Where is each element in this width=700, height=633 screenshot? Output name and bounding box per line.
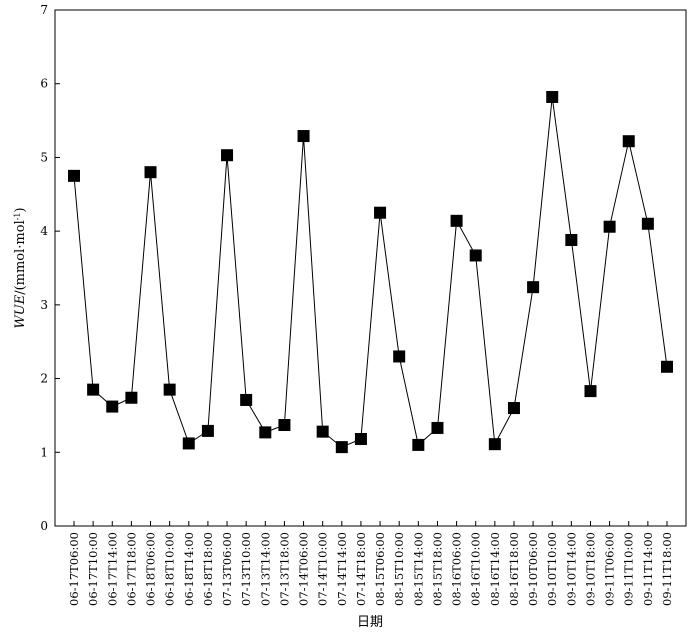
y-tick-label: 0: [40, 519, 48, 533]
x-tick-label: 07-13T14:00: [258, 532, 272, 606]
x-tick-label: 06-18T10:00: [163, 532, 177, 606]
y-axis: 0 1 2 3 4 5 6 7: [40, 3, 60, 533]
x-tick-label: 07-14T06:00: [297, 532, 311, 606]
x-tick-label: 07-13T10:00: [239, 532, 253, 606]
y-tick-label: 7: [40, 3, 48, 17]
y-axis-title-variable: WUE: [13, 294, 28, 328]
x-tick-label: 08-15T06:00: [373, 532, 387, 606]
data-point: [68, 169, 80, 182]
x-tick-label: 06-17T06:00: [67, 532, 81, 606]
x-tick-label: 09-10T10:00: [545, 532, 559, 606]
y-tick-label: 6: [40, 77, 48, 91]
data-point: [354, 433, 367, 446]
data-point: [259, 426, 272, 439]
data-point: [144, 166, 157, 179]
x-axis-title: 日期: [357, 615, 383, 630]
data-point: [469, 249, 482, 262]
x-tick-label: 06-18T14:00: [182, 532, 196, 606]
x-tick-label: 08-16T10:00: [469, 532, 483, 606]
x-axis: 06-17T06:00 06-17T10:00 06-17T14:00 06-17T1…: [67, 521, 674, 606]
data-point: [488, 438, 501, 451]
data-point: [316, 425, 329, 438]
data-point: [412, 438, 425, 451]
y-axis-title-unit: /(mmol·mol: [13, 220, 28, 295]
data-point: [335, 441, 348, 454]
x-tick-label: 06-17T14:00: [105, 532, 119, 606]
x-tick-label: 09-10T14:00: [564, 532, 578, 606]
data-point: [278, 419, 291, 432]
y-tick-label: 1: [40, 445, 48, 459]
x-tick-label: 08-16T14:00: [488, 532, 502, 606]
x-tick-label: 08-16T18:00: [507, 532, 521, 606]
data-point: [374, 206, 387, 219]
data-point: [527, 281, 540, 294]
x-tick-label: 07-14T10:00: [316, 532, 330, 606]
x-tick-label: 07-14T18:00: [354, 532, 368, 606]
x-tick-label: 07-13T06:00: [220, 532, 234, 606]
x-tick-label: 09-11T10:00: [622, 532, 636, 606]
plot-frame: [54, 9, 687, 527]
x-tick-label: 09-10T06:00: [526, 532, 540, 606]
data-point: [661, 360, 673, 373]
data-point: [450, 214, 463, 227]
series-line: [73, 96, 668, 448]
data-point: [546, 90, 559, 103]
x-tick-label: 06-17T10:00: [86, 532, 100, 606]
y-axis-title: WUE/(mmol·mol-1): [13, 207, 29, 328]
x-tick-label: 09-11T06:00: [603, 532, 617, 606]
y-tick-label: 5: [40, 150, 48, 164]
data-point: [221, 149, 234, 162]
data-point: [603, 220, 616, 233]
data-point: [125, 391, 138, 404]
data-point: [641, 217, 654, 230]
data-point: [622, 135, 635, 148]
data-point: [584, 385, 597, 398]
x-tick-label: 06-18T06:00: [144, 532, 158, 606]
y-axis-title-exponent: -1: [13, 212, 22, 220]
data-point: [393, 350, 406, 363]
y-axis-title-unit-close: ): [13, 207, 28, 212]
x-tick-label: 08-15T10:00: [392, 532, 406, 606]
data-point: [182, 437, 195, 450]
data-point: [297, 130, 310, 143]
x-tick-label: 09-11T14:00: [641, 532, 655, 606]
x-tick-label: 06-18T18:00: [201, 532, 215, 606]
data-point: [106, 400, 119, 413]
data-markers: [68, 90, 673, 454]
data-point: [240, 393, 253, 406]
x-tick-label: 08-16T06:00: [450, 532, 464, 606]
data-point: [201, 424, 214, 437]
x-tick-label: 07-13T18:00: [277, 532, 291, 606]
data-point: [163, 383, 176, 396]
data-point: [507, 402, 520, 415]
data-point: [431, 421, 444, 434]
data-point: [565, 233, 578, 246]
x-tick-label: 07-14T14:00: [335, 532, 349, 606]
x-tick-label: 08-15T14:00: [411, 532, 425, 606]
y-tick-label: 3: [40, 298, 48, 312]
data-point: [87, 383, 100, 396]
x-tick-label: 08-15T18:00: [430, 532, 444, 606]
x-tick-label: 09-10T18:00: [583, 532, 597, 606]
y-tick-label: 4: [40, 224, 48, 238]
x-tick-label: 09-11T18:00: [660, 532, 674, 606]
y-tick-label: 2: [40, 372, 48, 386]
x-tick-label: 06-17T18:00: [124, 532, 138, 606]
